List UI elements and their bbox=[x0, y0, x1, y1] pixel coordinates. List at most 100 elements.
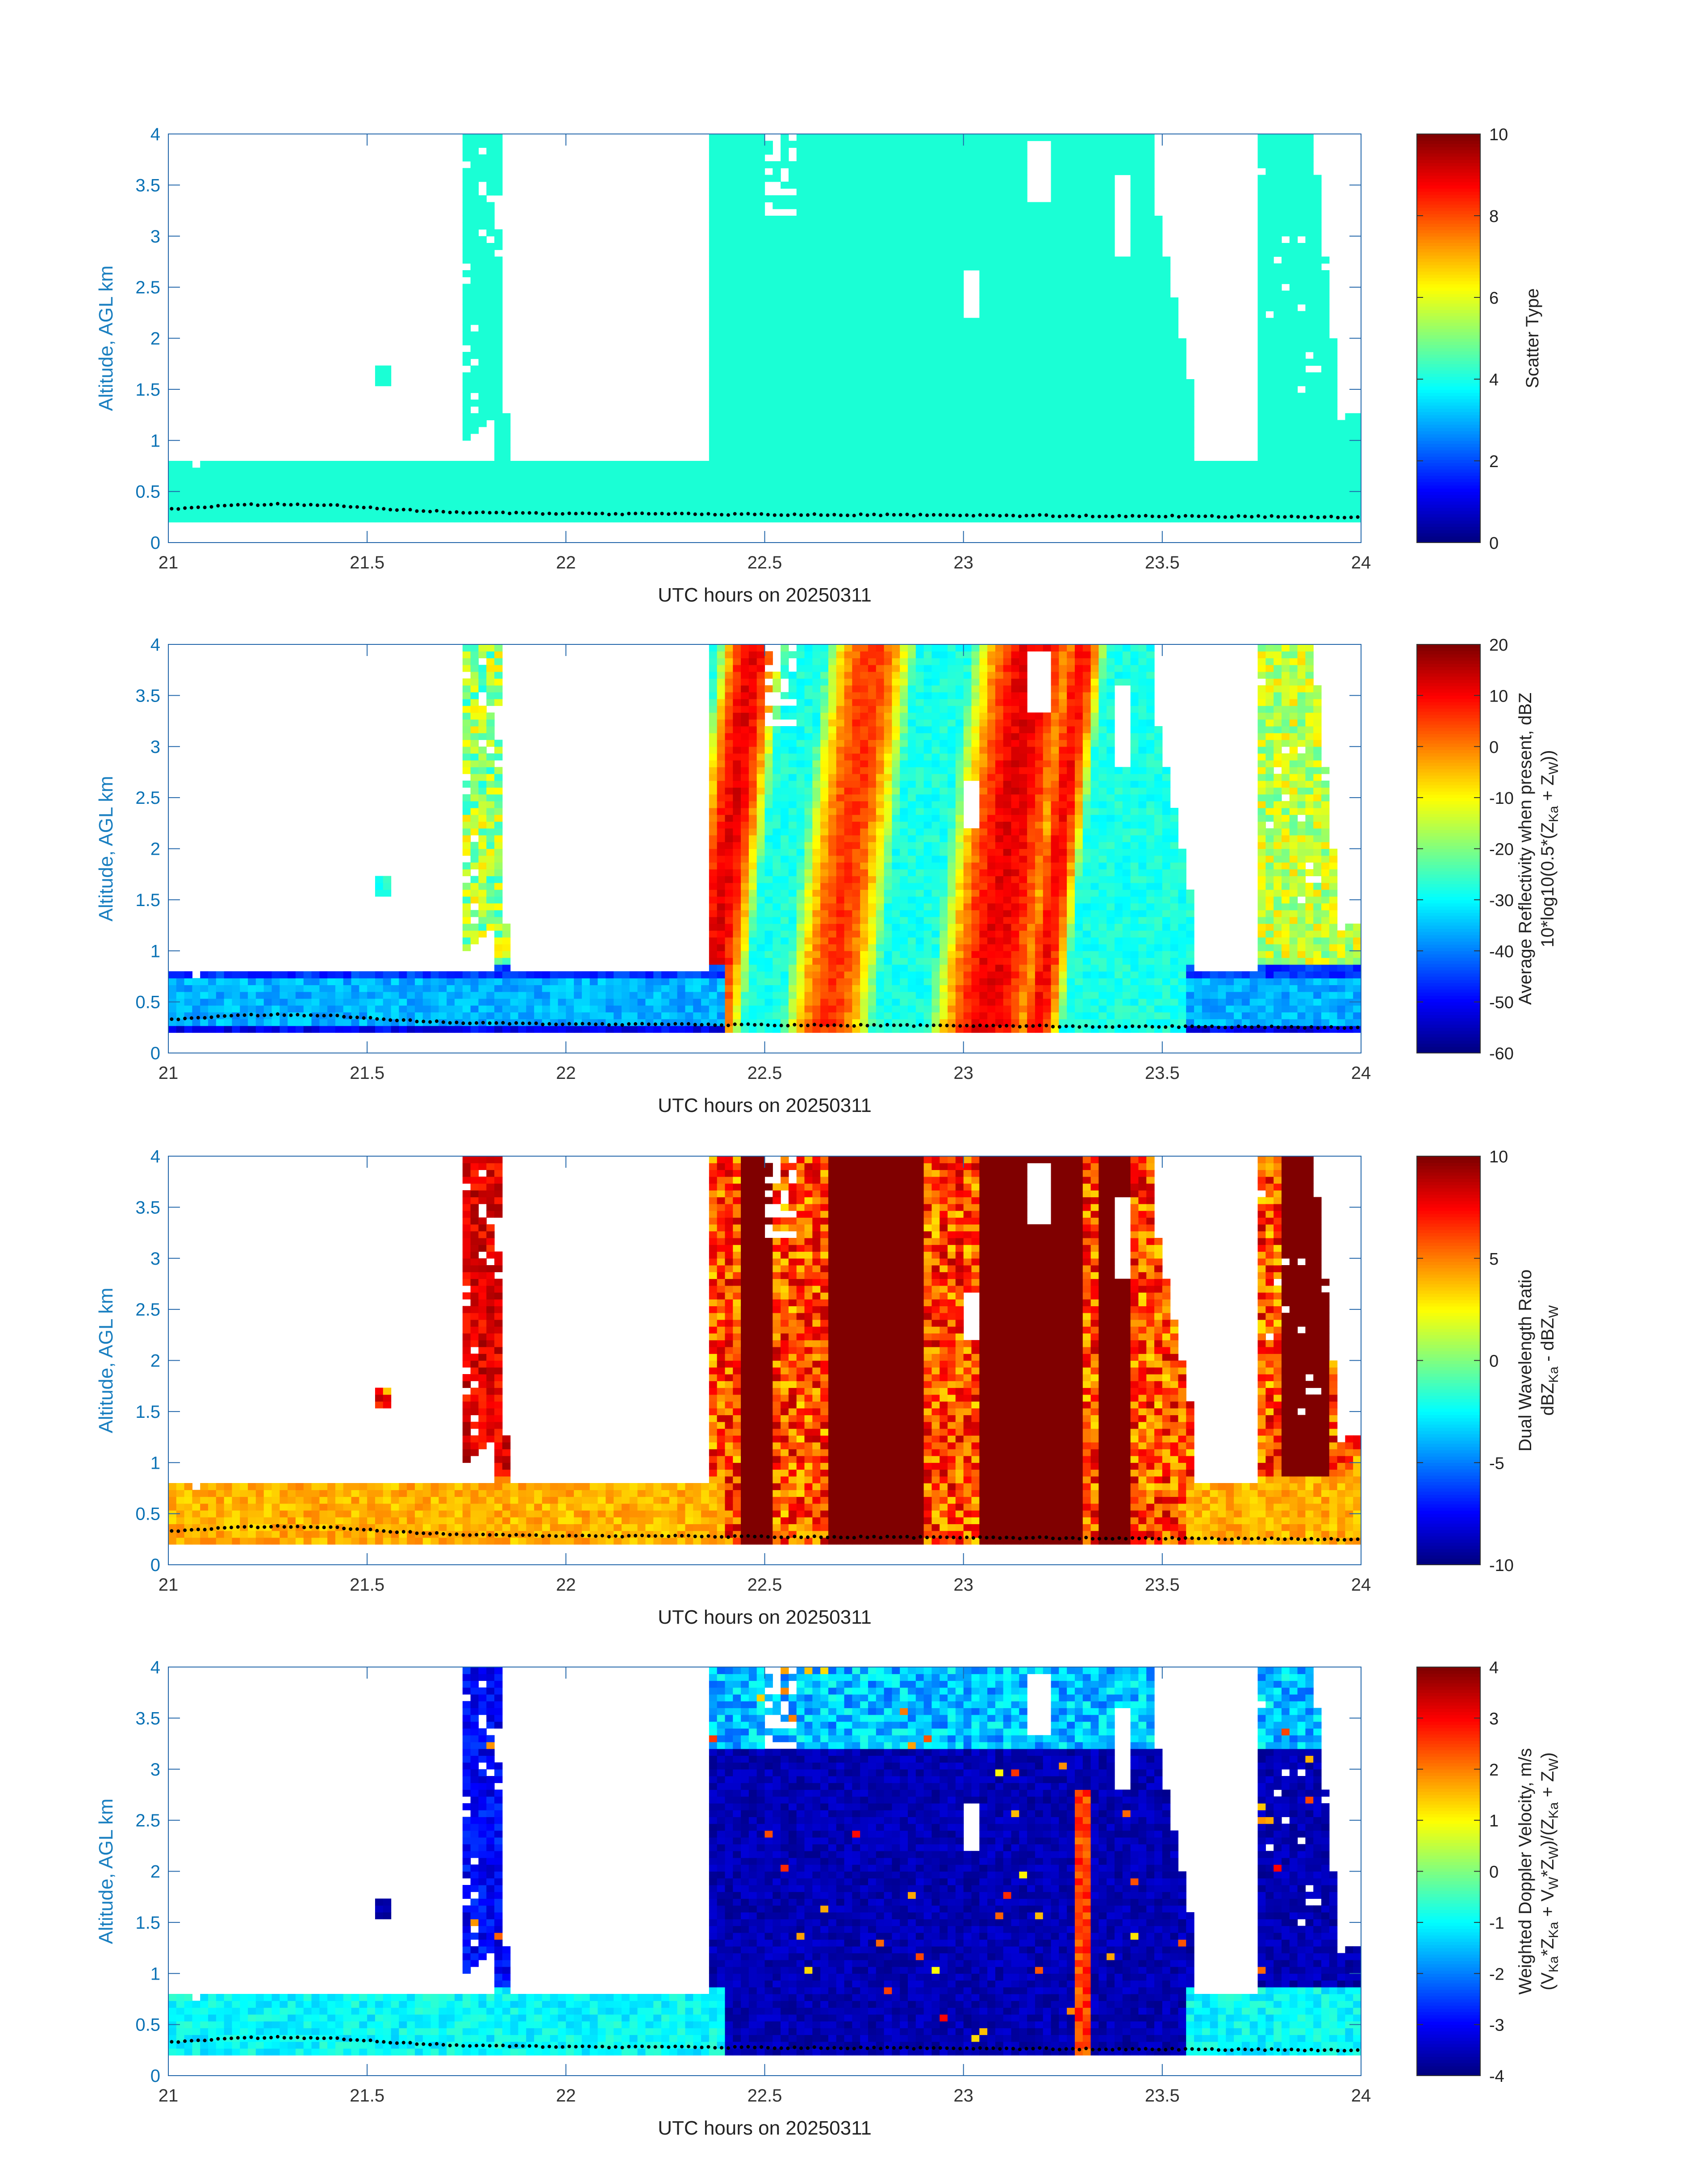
heatmap-cell bbox=[1122, 270, 1131, 277]
heatmap-cell bbox=[820, 141, 829, 148]
heatmap-cell bbox=[1035, 474, 1044, 482]
heatmap-cell bbox=[931, 277, 940, 284]
heatmap-cell bbox=[558, 495, 566, 502]
heatmap-cell bbox=[923, 338, 932, 346]
heatmap-cell bbox=[868, 399, 877, 407]
heatmap-cell bbox=[1082, 222, 1091, 230]
heatmap-cell bbox=[1074, 426, 1083, 434]
heatmap-cell bbox=[820, 202, 829, 209]
heatmap-cell bbox=[995, 270, 1004, 277]
heatmap-cell bbox=[1138, 488, 1147, 495]
heatmap-cell bbox=[923, 216, 932, 223]
heatmap-cell bbox=[931, 222, 940, 230]
heatmap-cell bbox=[478, 304, 487, 312]
heatmap-cell bbox=[1321, 434, 1330, 441]
heatmap-cell bbox=[470, 372, 479, 380]
heatmap-cell bbox=[1122, 434, 1131, 441]
heatmap-cell bbox=[1107, 147, 1115, 155]
heatmap-cell bbox=[788, 468, 797, 475]
heatmap-cell bbox=[263, 495, 272, 502]
heatmap-cell bbox=[717, 222, 726, 230]
heatmap-cell bbox=[1289, 229, 1298, 237]
heatmap-cell bbox=[271, 474, 280, 482]
heatmap-cell bbox=[422, 495, 431, 502]
heatmap-cell bbox=[1107, 229, 1115, 237]
heatmap-cell bbox=[812, 379, 821, 386]
heatmap-cell bbox=[979, 318, 988, 325]
heatmap-cell bbox=[1138, 154, 1147, 162]
heatmap-cell bbox=[1321, 338, 1330, 346]
ground-dot bbox=[706, 512, 710, 516]
heatmap-cell bbox=[462, 406, 471, 414]
heatmap-cell bbox=[971, 393, 980, 400]
heatmap-cell bbox=[1257, 461, 1266, 468]
heatmap-cell bbox=[764, 195, 773, 203]
heatmap-cell bbox=[915, 256, 924, 264]
heatmap-cell bbox=[748, 195, 757, 203]
ground-dot bbox=[355, 505, 359, 509]
heatmap-cell bbox=[987, 222, 996, 230]
heatmap-cell bbox=[1289, 297, 1298, 305]
heatmap-cell bbox=[248, 488, 256, 495]
heatmap-cell bbox=[756, 188, 765, 196]
heatmap-cell bbox=[574, 468, 582, 475]
heatmap-cell bbox=[781, 284, 789, 291]
heatmap-cell bbox=[971, 406, 980, 414]
heatmap-cell bbox=[844, 399, 852, 407]
heatmap-cell bbox=[948, 304, 956, 312]
heatmap-cell bbox=[741, 175, 749, 182]
heatmap-cell bbox=[343, 468, 352, 475]
heatmap-cell bbox=[764, 372, 773, 380]
heatmap-cell bbox=[1051, 141, 1059, 148]
heatmap-cell bbox=[1035, 209, 1044, 216]
heatmap-cell bbox=[1194, 495, 1203, 502]
heatmap-cell bbox=[1281, 188, 1290, 196]
y-tick-label: 1 bbox=[150, 431, 160, 451]
heatmap-cell bbox=[844, 256, 852, 264]
heatmap-cell bbox=[1274, 134, 1282, 141]
heatmap-cell bbox=[255, 515, 264, 522]
heatmap-cell bbox=[1114, 468, 1123, 475]
heatmap-cell bbox=[1138, 440, 1147, 448]
heatmap-cell bbox=[781, 399, 789, 407]
heatmap-cell bbox=[876, 331, 885, 339]
heatmap-cell bbox=[764, 256, 773, 264]
heatmap-cell bbox=[1090, 290, 1099, 298]
heatmap-cell bbox=[748, 250, 757, 257]
heatmap-cell bbox=[1011, 154, 1019, 162]
colorbar-swatch bbox=[1417, 514, 1480, 518]
heatmap-cell bbox=[1297, 440, 1306, 448]
heatmap-cell bbox=[844, 141, 852, 148]
heatmap-cell bbox=[1297, 209, 1306, 216]
heatmap-cell bbox=[884, 168, 893, 175]
heatmap-cell bbox=[876, 202, 885, 209]
heatmap-cell bbox=[1130, 386, 1139, 393]
heatmap-cell bbox=[884, 195, 893, 203]
heatmap-cell bbox=[455, 501, 463, 509]
heatmap-cell bbox=[796, 468, 805, 475]
heatmap-cell bbox=[1265, 209, 1274, 216]
heatmap-cell bbox=[915, 331, 924, 339]
heatmap-cell bbox=[224, 474, 233, 482]
heatmap-cell bbox=[1098, 188, 1107, 196]
heatmap-cell bbox=[836, 141, 845, 148]
heatmap-cell bbox=[1305, 161, 1314, 168]
heatmap-cell bbox=[1274, 222, 1282, 230]
heatmap-cell bbox=[462, 256, 471, 264]
heatmap-cell bbox=[741, 461, 749, 468]
heatmap-cell bbox=[756, 141, 765, 148]
heatmap-cell bbox=[1114, 501, 1123, 509]
heatmap-cell bbox=[1154, 481, 1163, 489]
heatmap-cell bbox=[804, 515, 813, 522]
heatmap-cell bbox=[725, 406, 733, 414]
heatmap-cell bbox=[987, 365, 996, 373]
heatmap-cell bbox=[184, 488, 193, 495]
heatmap-cell bbox=[1274, 141, 1282, 148]
heatmap-cell bbox=[940, 331, 948, 339]
heatmap-cell bbox=[1305, 481, 1314, 489]
heatmap-cell bbox=[892, 236, 900, 243]
heatmap-cell bbox=[566, 474, 574, 482]
heatmap-cell bbox=[1289, 434, 1298, 441]
heatmap-cell bbox=[1313, 331, 1322, 339]
heatmap-cell bbox=[764, 141, 773, 148]
